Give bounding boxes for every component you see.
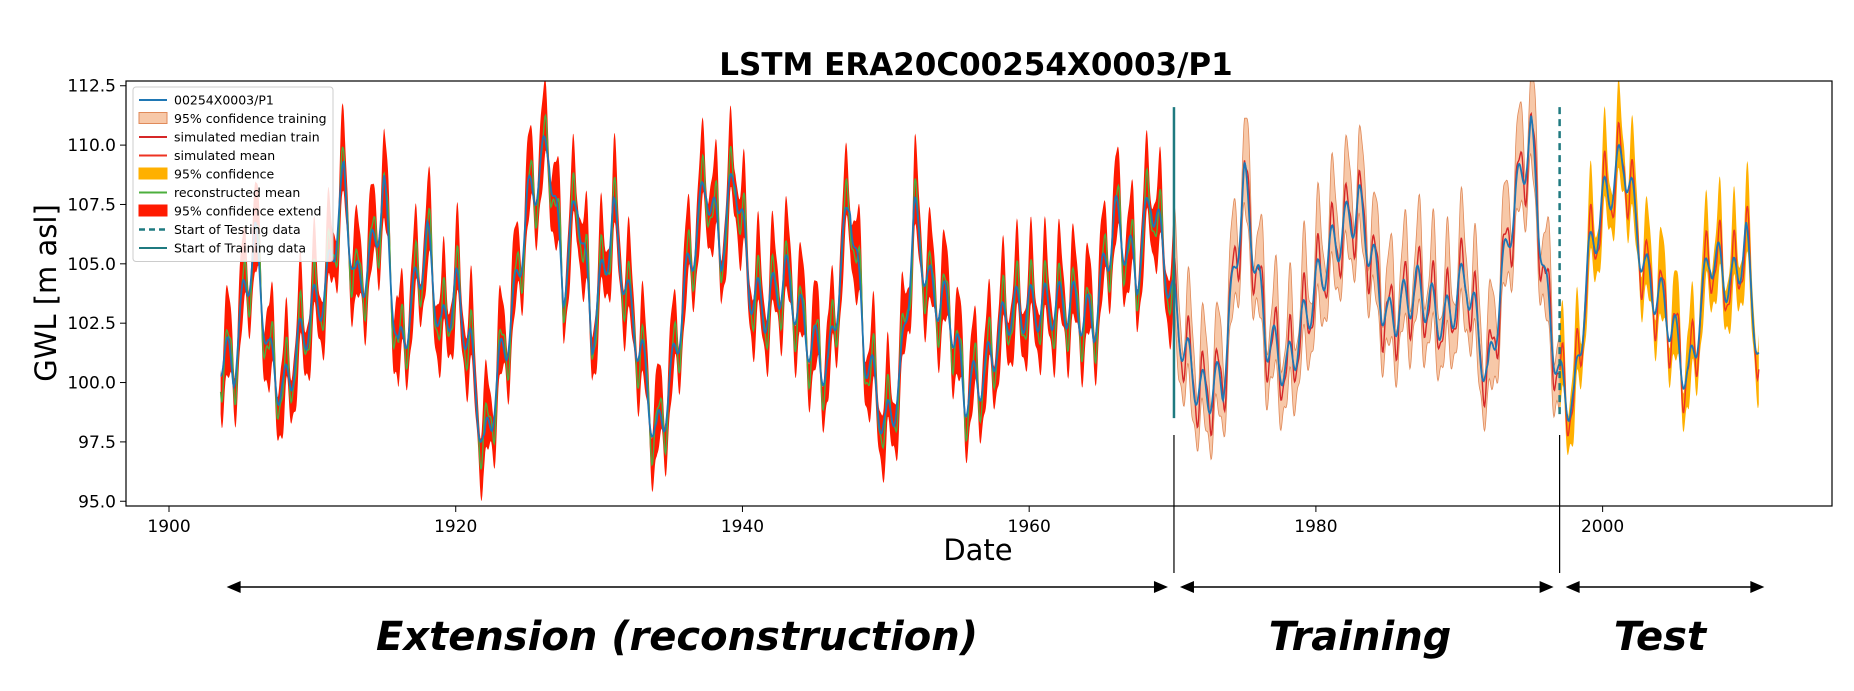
y-tick-label: 100.0 (67, 374, 116, 394)
y-axis: 95.0 97.5 100.0 102.5 105.0 107.5 110.0 112.5 (67, 77, 126, 512)
legend-entry: Start of Testing data (174, 222, 301, 237)
observed-series-line (220, 115, 1760, 444)
legend-swatch (138, 112, 168, 124)
y-tick-label: 107.5 (67, 195, 116, 215)
simulated-mean-line (1559, 121, 1760, 437)
plot-area (219, 81, 1760, 501)
legend-entry: 95% confidence (174, 167, 274, 182)
y-tick-label: 95.0 (78, 492, 116, 512)
legend-entry: reconstructed mean (174, 185, 300, 200)
y-tick-label: 110.0 (67, 136, 116, 156)
arrow-head (1179, 581, 1194, 593)
x-axis: 1900 1920 1940 1960 1980 2000 (147, 506, 1624, 537)
x-tick-label: 1940 (721, 517, 764, 537)
arrow-head (1539, 581, 1554, 593)
y-tick-label: 97.5 (78, 433, 116, 453)
test-confidence-band (1559, 81, 1759, 456)
legend-entry: 00254X0003/P1 (174, 93, 274, 108)
legend-swatch (138, 204, 168, 217)
plot-frame (125, 80, 1833, 507)
arrow-head (1565, 581, 1580, 593)
y-axis-label: GWL [m asl] (29, 204, 63, 382)
legend-entry: 95% confidence training (174, 111, 327, 126)
legend-box (132, 86, 334, 262)
legend-swatch (138, 167, 168, 180)
x-tick-label: 1980 (1294, 517, 1337, 537)
arrow-head (1153, 581, 1168, 593)
legend-entry: simulated mean (174, 148, 275, 163)
arrow-head (1750, 581, 1765, 593)
legend: 00254X0003/P1 95% confidence training simu… (132, 86, 334, 262)
x-tick-label: 2000 (1581, 517, 1624, 537)
arrow-head (226, 581, 241, 593)
y-tick-label: 102.5 (67, 314, 116, 334)
training-label: Training (1269, 614, 1452, 660)
y-tick-label: 112.5 (67, 77, 116, 97)
x-tick-label: 1920 (434, 517, 477, 537)
chart-title: LSTM ERA20C00254X0003/P1 (719, 47, 1232, 83)
extension-label: Extension (reconstruction) (376, 614, 978, 660)
period-annotations (226, 435, 1765, 593)
x-axis-label: Date (943, 533, 1012, 567)
x-tick-label: 1960 (1008, 517, 1051, 537)
legend-entry: Start of Training data (174, 241, 306, 256)
test-label: Test (1614, 614, 1708, 660)
legend-entry: simulated median train (174, 130, 320, 145)
x-tick-label: 1900 (147, 517, 190, 537)
y-tick-label: 105.0 (67, 255, 116, 275)
legend-entry: 95% confidence extend (174, 204, 321, 219)
